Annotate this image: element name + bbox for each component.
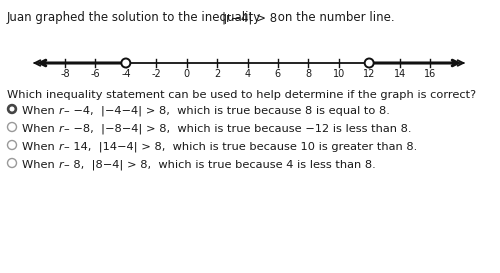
Text: r: r — [59, 106, 64, 116]
Circle shape — [8, 105, 16, 114]
Text: – −8,  |−8−4| > 8,  which is true because −12 is less than 8.: – −8, |−8−4| > 8, which is true because … — [64, 124, 411, 135]
Text: -8: -8 — [60, 69, 70, 79]
Circle shape — [8, 159, 16, 168]
Text: on the number line.: on the number line. — [274, 11, 394, 24]
Text: r: r — [59, 124, 64, 134]
Text: -2: -2 — [152, 69, 161, 79]
Circle shape — [122, 58, 130, 67]
Text: When: When — [22, 106, 59, 116]
Text: – 8,  |8−4| > 8,  which is true because 4 is less than 8.: – 8, |8−4| > 8, which is true because 4 … — [64, 160, 375, 171]
Text: When: When — [22, 124, 59, 134]
Text: Which inequality statement can be used to help determine if the graph is correct: Which inequality statement can be used t… — [7, 90, 476, 100]
Circle shape — [8, 141, 16, 150]
Text: 0: 0 — [184, 69, 190, 79]
Text: 4: 4 — [244, 69, 250, 79]
Text: When: When — [22, 142, 59, 152]
Text: 12: 12 — [363, 69, 376, 79]
Text: -4: -4 — [121, 69, 130, 79]
Circle shape — [10, 107, 14, 111]
Text: 6: 6 — [275, 69, 281, 79]
Text: r: r — [59, 142, 64, 152]
Text: |r−4| > 8: |r−4| > 8 — [222, 11, 277, 24]
Text: 16: 16 — [424, 69, 436, 79]
Text: – 14,  |14−4| > 8,  which is true because 10 is greater than 8.: – 14, |14−4| > 8, which is true because … — [64, 142, 417, 153]
Circle shape — [364, 58, 374, 67]
Text: 10: 10 — [332, 69, 345, 79]
Text: – −4,  |−4−4| > 8,  which is true because 8 is equal to 8.: – −4, |−4−4| > 8, which is true because … — [64, 106, 390, 117]
Text: 8: 8 — [306, 69, 312, 79]
Text: 2: 2 — [214, 69, 220, 79]
Text: Juan graphed the solution to the inequality: Juan graphed the solution to the inequal… — [7, 11, 265, 24]
Circle shape — [8, 123, 16, 132]
Text: 14: 14 — [394, 69, 406, 79]
Text: r: r — [59, 160, 64, 170]
Text: When: When — [22, 160, 59, 170]
Text: -6: -6 — [90, 69, 100, 79]
